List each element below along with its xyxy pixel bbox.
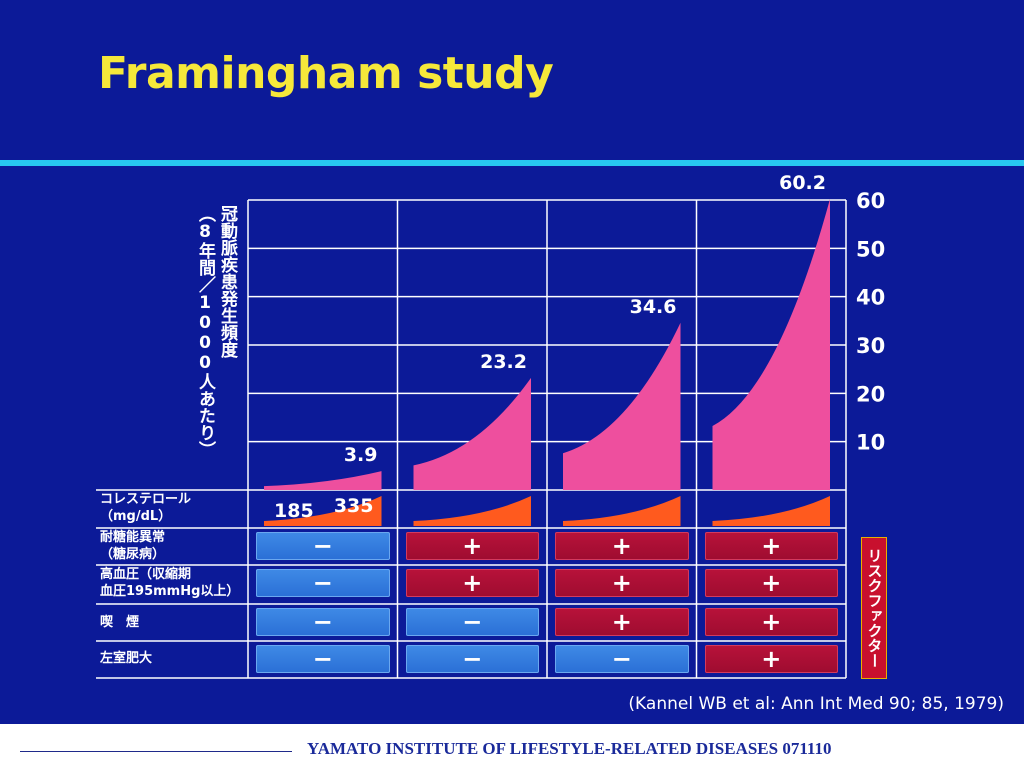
- risk-cell-3-1: −: [256, 608, 390, 636]
- row-label-cholesterol-line1: コレステロール: [100, 492, 192, 507]
- slide-title: Framingham study: [98, 48, 554, 99]
- row-label-lvh: 左室肥大: [100, 650, 152, 667]
- row-label-hypertension: 高血圧（収縮期 血圧195mmHg以上）: [100, 566, 239, 600]
- risk-cell-1-4: +: [704, 532, 838, 560]
- row-label-glucose-line1: 耐糖能異常: [100, 530, 166, 545]
- row-label-cholesterol-line2: （mg/dL）: [100, 509, 172, 524]
- incidence-value-label-1: 3.9: [344, 444, 378, 466]
- risk-cell-2-4: +: [704, 569, 838, 597]
- risk-cell-3-4: +: [704, 608, 838, 636]
- row-label-smoking-line1: 喫 煙: [100, 615, 140, 630]
- row-label-glucose: 耐糖能異常 （糖尿病）: [100, 529, 165, 563]
- y-tick-label-40: 40: [856, 286, 885, 310]
- risk-cell-2-2: +: [405, 569, 539, 597]
- incidence-area-3: [563, 322, 681, 490]
- row-label-lvh-line1: 左室肥大: [100, 651, 153, 666]
- risk-cell-4-1: −: [256, 645, 390, 673]
- risk-cell-4-2: −: [405, 645, 539, 673]
- y-axis-label: 冠動脈疾患発生頻度: [217, 205, 237, 358]
- row-label-smoking: 喫 煙: [100, 614, 139, 631]
- footer-divider: [20, 751, 292, 752]
- cholesterol-area-2: [413, 496, 531, 526]
- y-tick-label-50: 50: [856, 237, 885, 261]
- title-divider: [0, 160, 1024, 166]
- row-label-glucose-line2: （糖尿病）: [100, 547, 166, 562]
- risk-cell-2-1: −: [256, 569, 390, 597]
- incidence-chart: 10 20 30 40 50 60 3.9 23.2 34.6 60.2 185 335: [96, 172, 885, 679]
- incidence-value-label-4: 60.2: [779, 172, 826, 194]
- risk-factor-label: リスクファクター: [861, 537, 887, 679]
- y-tick-label-30: 30: [856, 334, 885, 358]
- incidence-area-4: [712, 199, 830, 491]
- y-tick-label-10: 10: [856, 431, 885, 455]
- risk-cell-1-1: −: [256, 532, 390, 560]
- y-tick-label-60: 60: [856, 189, 885, 213]
- incidence-area-1: [264, 471, 382, 490]
- y-tick-label-20: 20: [856, 382, 885, 406]
- risk-cell-4-3: −: [555, 645, 689, 673]
- incidence-area-2: [413, 377, 531, 490]
- risk-cell-3-3: +: [555, 608, 689, 636]
- cholesterol-area-1: [264, 496, 382, 526]
- y-axis-label-unit: （8年間／1000人あたり）: [195, 205, 215, 458]
- incidence-value-label-2: 23.2: [480, 351, 527, 373]
- risk-cell-2-3: +: [555, 569, 689, 597]
- row-label-cholesterol: コレステロール （mg/dL）: [100, 491, 191, 525]
- row-label-hypertension-line1: 高血圧（収縮期: [100, 567, 192, 582]
- risk-cell-1-3: +: [555, 532, 689, 560]
- risk-cell-3-2: −: [405, 608, 539, 636]
- cholesterol-high-label: 335: [334, 495, 374, 517]
- row-label-hypertension-line2: 血圧195mmHg以上）: [100, 584, 240, 599]
- incidence-value-label-3: 34.6: [630, 296, 677, 318]
- risk-cell-1-2: +: [405, 532, 539, 560]
- cholesterol-area-3: [563, 496, 681, 526]
- slide-background: Framingham study 10 20 30 40 50 60 3.9 23.2 34.6…: [0, 0, 1024, 724]
- citation: (Kannel WB et al: Ann Int Med 90; 85, 19…: [628, 694, 1004, 714]
- footer-text: YAMATO INSTITUTE OF LIFESTYLE-RELATED DI…: [307, 739, 832, 758]
- risk-cell-4-4: +: [704, 645, 838, 673]
- cholesterol-area-4: [712, 496, 830, 526]
- cholesterol-low-label: 185: [274, 500, 314, 522]
